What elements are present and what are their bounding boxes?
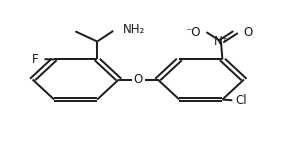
Text: ⁻O: ⁻O	[186, 26, 201, 39]
Text: NH₂: NH₂	[123, 23, 145, 36]
Text: F: F	[32, 53, 39, 66]
Text: O: O	[243, 26, 252, 39]
Text: Cl: Cl	[236, 94, 248, 107]
Text: O: O	[134, 73, 143, 86]
Text: N⁺: N⁺	[213, 35, 228, 48]
